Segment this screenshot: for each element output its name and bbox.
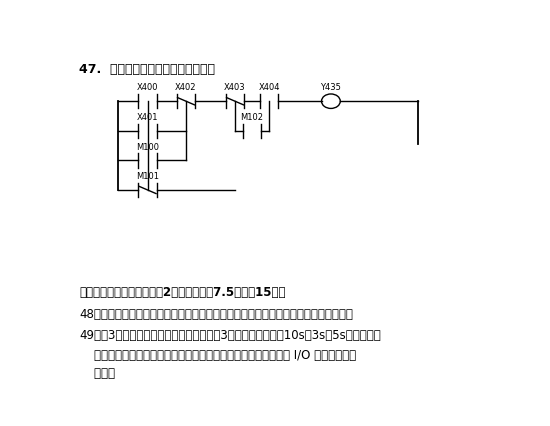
Text: M102: M102 — [240, 112, 263, 122]
Text: X401: X401 — [137, 112, 158, 122]
Text: X403: X403 — [224, 83, 246, 92]
Text: 六、综合设计题：本大题共2小题，每小题7.5分，共15分。: 六、综合设计题：本大题共2小题，每小题7.5分，共15分。 — [79, 286, 286, 299]
Text: M101: M101 — [136, 172, 159, 181]
Text: M100: M100 — [136, 142, 159, 151]
Text: X402: X402 — [175, 83, 197, 92]
Text: X400: X400 — [137, 83, 158, 92]
Text: 48．设计一种三相异步电动机正一反一停主电路和控制电路，并具备短路、过载保护。: 48．设计一种三相异步电动机正一反一停主电路和控制电路，并具备短路、过载保护。 — [79, 307, 353, 320]
Text: 环，按下停止按钮，指示灯停止工作。试设计控制程序。试写出 I/O 分配并画出梯: 环，按下停止按钮，指示灯停止工作。试设计控制程序。试写出 I/O 分配并画出梯 — [79, 348, 356, 361]
Text: Y435: Y435 — [321, 83, 342, 92]
Text: X404: X404 — [258, 83, 280, 92]
Text: 47.  写出下图所示梯形图的指令程序: 47. 写出下图所示梯形图的指令程序 — [79, 63, 216, 75]
Text: 形图。: 形图。 — [79, 366, 116, 379]
Text: 49．有3个指示灯，要求按下启动按钮后，3个指示灯依次点亮10s，3s，5s，并不断循: 49．有3个指示灯，要求按下启动按钮后，3个指示灯依次点亮10s，3s，5s，并… — [79, 328, 381, 341]
